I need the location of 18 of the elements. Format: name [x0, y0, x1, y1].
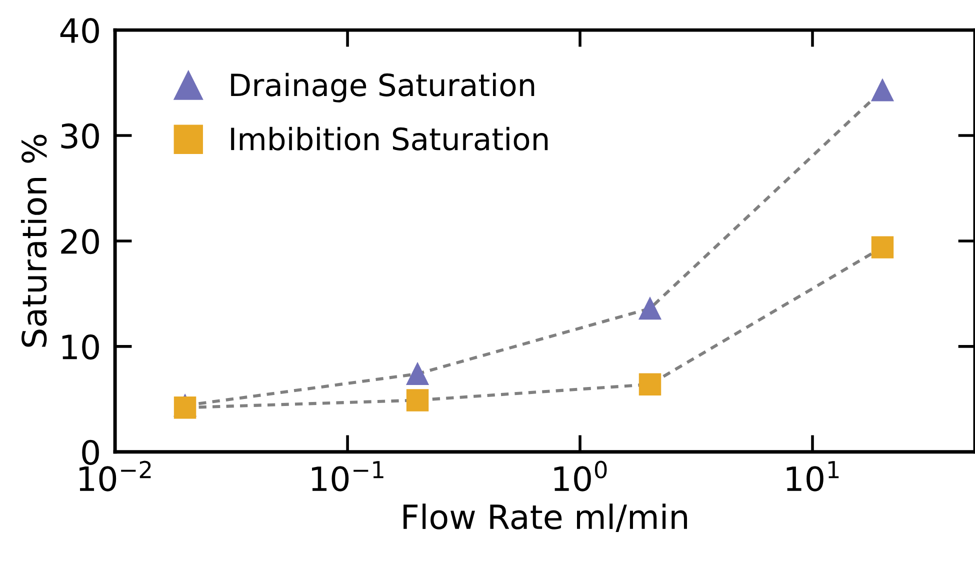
x-tick-label: 10$^{0}$: [554, 460, 607, 492]
point: [174, 396, 196, 419]
x-axis-title: Flow Rate ml/min: [404, 504, 687, 532]
y-axis-title: Saturation %: [20, 134, 47, 347]
x-tick-label: 10$^{1}$: [786, 461, 839, 492]
point: [406, 389, 429, 412]
y-tick-label: 40: [60, 18, 99, 44]
legend-label: Drainage Saturation: [231, 72, 534, 102]
y-tick-label: 20: [61, 228, 99, 254]
point: [871, 79, 894, 102]
point: [871, 236, 894, 258]
point: [638, 297, 662, 320]
point: [406, 362, 429, 385]
legend-label: Imbibition Saturation: [231, 126, 548, 150]
y-tick-label: 10: [62, 334, 99, 360]
x-tick-label: 10$^{−1}$: [312, 461, 384, 492]
y-tick-label: 30: [61, 123, 99, 149]
point: [638, 373, 662, 396]
